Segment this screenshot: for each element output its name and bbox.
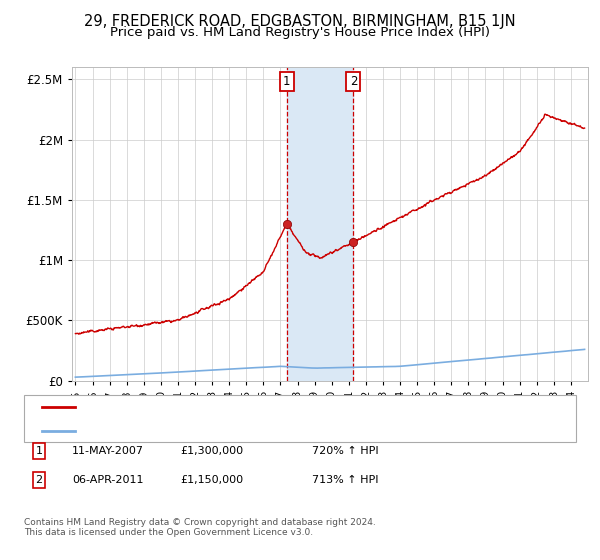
Text: 29, FREDERICK ROAD, EDGBASTON, BIRMINGHAM, B15 1JN: 29, FREDERICK ROAD, EDGBASTON, BIRMINGHA… — [84, 14, 516, 29]
Text: 2: 2 — [35, 475, 43, 485]
Text: 06-APR-2011: 06-APR-2011 — [72, 475, 143, 485]
Bar — [287, 67, 353, 381]
Text: £1,150,000: £1,150,000 — [180, 475, 243, 485]
Text: HPI: Average price, semi-detached house, Birmingham: HPI: Average price, semi-detached house,… — [84, 426, 370, 436]
Text: 1: 1 — [35, 446, 43, 456]
Text: Price paid vs. HM Land Registry's House Price Index (HPI): Price paid vs. HM Land Registry's House … — [110, 26, 490, 39]
Text: 1: 1 — [283, 75, 290, 88]
Text: Contains HM Land Registry data © Crown copyright and database right 2024.
This d: Contains HM Land Registry data © Crown c… — [24, 518, 376, 538]
Text: £1,300,000: £1,300,000 — [180, 446, 243, 456]
Text: 2: 2 — [350, 75, 357, 88]
Text: 720% ↑ HPI: 720% ↑ HPI — [312, 446, 379, 456]
Text: 713% ↑ HPI: 713% ↑ HPI — [312, 475, 379, 485]
Text: 11-MAY-2007: 11-MAY-2007 — [72, 446, 144, 456]
Text: 29, FREDERICK ROAD, EDGBASTON, BIRMINGHAM, B15 1JN (semi-detached house): 29, FREDERICK ROAD, EDGBASTON, BIRMINGHA… — [84, 402, 515, 412]
